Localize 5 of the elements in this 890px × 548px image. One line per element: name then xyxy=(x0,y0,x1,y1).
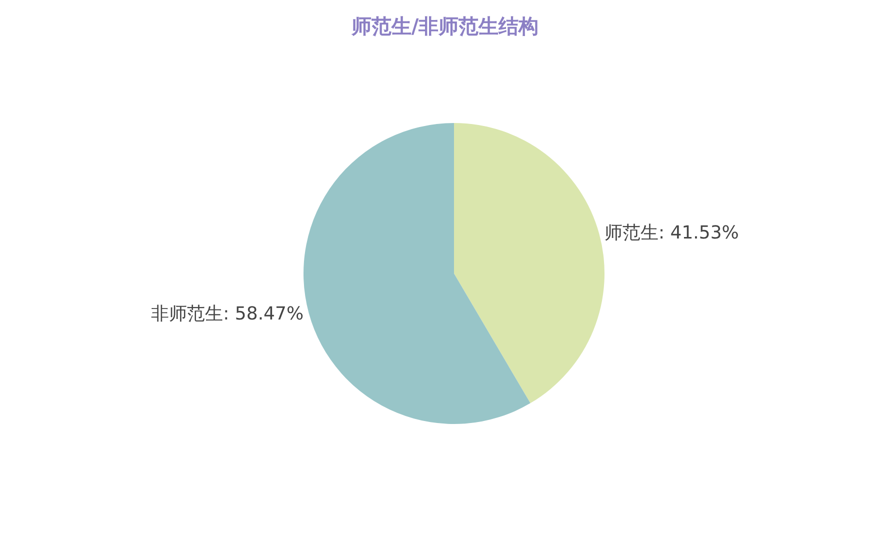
pie-slice xyxy=(304,123,530,424)
slice-label: 师范生: 41.53% xyxy=(604,222,739,244)
pie-slice xyxy=(454,123,604,404)
slice-label: 非师范生: 58.47% xyxy=(151,303,304,324)
chart-title: 师范生/非师范生结构 xyxy=(350,14,539,38)
